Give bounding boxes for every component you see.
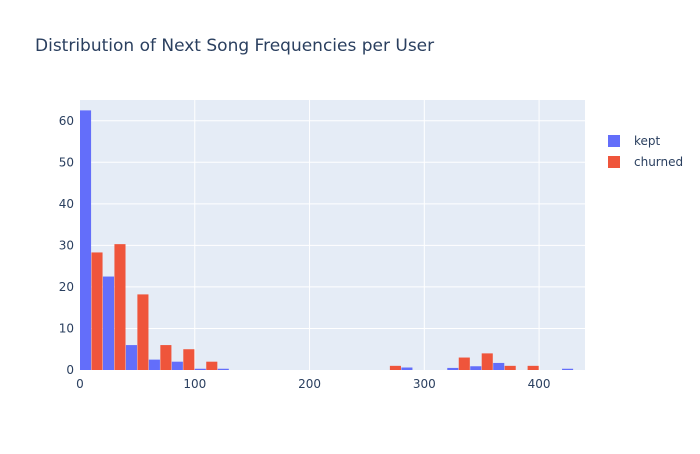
x-tick-label: 100 (183, 377, 206, 391)
legend-label-kept[interactable]: kept (634, 134, 661, 148)
legend-label-churned[interactable]: churned (634, 155, 683, 169)
bar-kept[interactable] (80, 110, 92, 370)
y-tick-label: 40 (59, 197, 74, 211)
axis-ticks: 0 10 20 30 40 50 60 0 100 200 300 400 (59, 114, 551, 391)
chart-title: Distribution of Next Song Frequencies pe… (35, 36, 434, 56)
legend-swatch-churned[interactable] (608, 156, 620, 168)
plot-area (80, 100, 585, 370)
bar-churned[interactable] (481, 353, 493, 370)
y-tick-label: 0 (66, 363, 74, 377)
y-tick-label: 10 (59, 321, 74, 335)
x-tick-label: 300 (413, 377, 436, 391)
bar-churned[interactable] (504, 365, 516, 370)
y-tick-label: 60 (59, 114, 74, 128)
bar-kept[interactable] (194, 368, 206, 370)
legend-swatch-kept[interactable] (608, 135, 620, 147)
x-tick-label: 200 (298, 377, 321, 391)
bar-kept[interactable] (562, 368, 574, 370)
bar-churned[interactable] (91, 252, 103, 370)
bar-churned[interactable] (160, 345, 172, 370)
bar-kept[interactable] (217, 368, 229, 370)
bar-kept[interactable] (125, 345, 137, 370)
bar-churned[interactable] (114, 244, 126, 370)
bar-kept[interactable] (447, 367, 459, 370)
x-tick-label: 400 (528, 377, 551, 391)
bar-churned[interactable] (206, 361, 218, 370)
y-tick-label: 20 (59, 280, 74, 294)
bar-kept[interactable] (102, 276, 115, 370)
bar-kept[interactable] (470, 366, 482, 370)
y-tick-label: 30 (59, 238, 74, 252)
legend[interactable]: kept churned (608, 134, 683, 169)
bar-kept[interactable] (493, 362, 505, 370)
bars (80, 110, 574, 370)
x-tick-label: 0 (76, 377, 84, 391)
bar-churned[interactable] (137, 294, 149, 370)
grid-lines (80, 100, 585, 370)
bar-kept[interactable] (148, 359, 160, 370)
bar-kept[interactable] (171, 361, 183, 370)
bar-churned[interactable] (389, 365, 401, 370)
bar-churned[interactable] (527, 365, 539, 370)
bar-churned[interactable] (458, 357, 470, 370)
bar-churned[interactable] (183, 349, 195, 370)
y-tick-label: 50 (59, 155, 74, 169)
bar-kept[interactable] (401, 367, 413, 370)
